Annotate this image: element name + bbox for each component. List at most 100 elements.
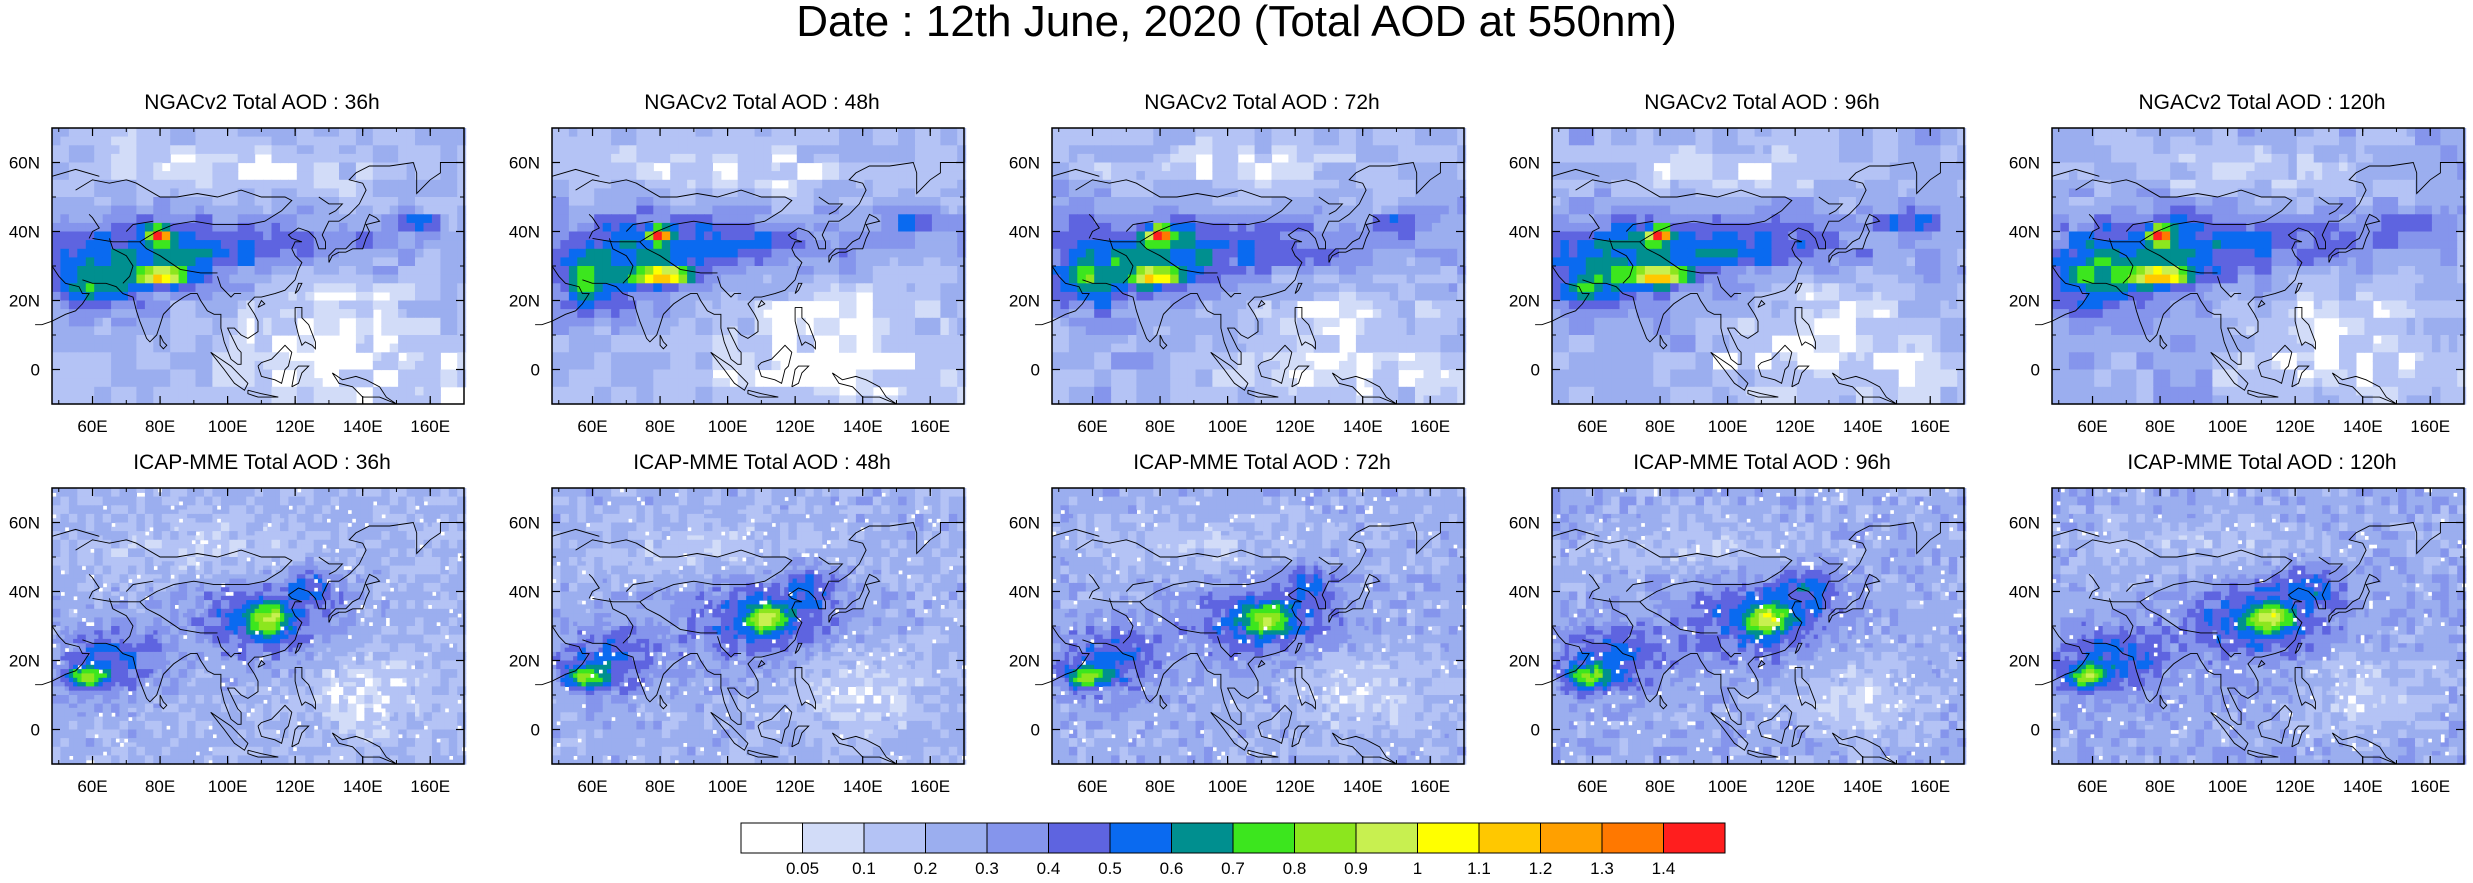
aod-field xyxy=(552,488,966,765)
lon-tick-label: 140E xyxy=(1843,777,1883,796)
lon-tick-label: 120E xyxy=(1275,777,1315,796)
lon-tick-label: 60E xyxy=(2077,777,2107,796)
lat-tick-label: 60N xyxy=(1009,154,1040,173)
lon-tick-label: 140E xyxy=(843,417,883,436)
lon-tick-label: 80E xyxy=(1145,777,1175,796)
aod-field xyxy=(2052,488,2466,765)
lon-tick-label: 140E xyxy=(1843,417,1883,436)
lat-tick-label: 0 xyxy=(531,721,540,740)
lat-tick-label: 40N xyxy=(9,223,40,242)
colorbar-swatch xyxy=(1418,823,1480,853)
lat-tick-label: 20N xyxy=(2009,652,2040,671)
colorbar-swatch xyxy=(1172,823,1234,853)
lon-tick-label: 140E xyxy=(343,777,383,796)
lon-tick-label: 80E xyxy=(145,417,175,436)
lon-tick-label: 160E xyxy=(410,417,450,436)
lon-tick-label: 140E xyxy=(343,417,383,436)
lon-tick-label: 120E xyxy=(2275,777,2315,796)
colorbar-label: 0.7 xyxy=(1221,859,1245,878)
lon-tick-label: 100E xyxy=(708,777,748,796)
lon-tick-label: 80E xyxy=(145,777,175,796)
lon-tick-label: 80E xyxy=(2145,777,2175,796)
lat-tick-label: 0 xyxy=(1531,361,1540,380)
lat-tick-label: 40N xyxy=(2009,583,2040,602)
lon-tick-label: 160E xyxy=(2410,777,2450,796)
lon-tick-label: 100E xyxy=(208,777,248,796)
lon-tick-label: 80E xyxy=(1145,417,1175,436)
aod-field xyxy=(52,128,466,405)
lon-tick-label: 140E xyxy=(1343,777,1383,796)
aod-field xyxy=(52,488,466,765)
lon-tick-label: 60E xyxy=(1577,417,1607,436)
colorbar-label: 1 xyxy=(1413,859,1422,878)
lon-tick-label: 140E xyxy=(843,777,883,796)
lat-tick-label: 20N xyxy=(509,652,540,671)
lat-tick-label: 40N xyxy=(509,583,540,602)
lon-tick-label: 100E xyxy=(708,417,748,436)
lon-tick-label: 100E xyxy=(1708,777,1748,796)
colorbar-label: 0.3 xyxy=(975,859,999,878)
colorbar-swatch xyxy=(864,823,926,853)
lon-tick-label: 120E xyxy=(2275,417,2315,436)
lat-tick-label: 60N xyxy=(1509,154,1540,173)
colorbar-swatch xyxy=(1110,823,1172,853)
lon-tick-label: 100E xyxy=(1208,777,1248,796)
lat-tick-label: 40N xyxy=(1009,223,1040,242)
lon-tick-label: 60E xyxy=(1577,777,1607,796)
lat-tick-label: 60N xyxy=(1009,514,1040,533)
aod-field xyxy=(1552,128,1966,405)
lat-tick-label: 40N xyxy=(509,223,540,242)
lat-tick-label: 60N xyxy=(509,514,540,533)
lon-tick-label: 60E xyxy=(77,417,107,436)
aod-field xyxy=(552,128,966,405)
colorbar-swatch xyxy=(926,823,988,853)
lon-tick-label: 140E xyxy=(2343,417,2383,436)
lon-tick-label: 80E xyxy=(2145,417,2175,436)
colorbar-swatch xyxy=(1664,823,1726,853)
lon-tick-label: 60E xyxy=(577,777,607,796)
lon-tick-label: 160E xyxy=(2410,417,2450,436)
lat-tick-label: 40N xyxy=(9,583,40,602)
colorbar-label: 0.5 xyxy=(1098,859,1122,878)
lat-tick-label: 60N xyxy=(9,514,40,533)
lat-tick-label: 40N xyxy=(1509,583,1540,602)
lon-tick-label: 100E xyxy=(1708,417,1748,436)
colorbar-swatch xyxy=(1541,823,1603,853)
lat-tick-label: 0 xyxy=(2031,361,2040,380)
lon-tick-label: 160E xyxy=(1910,417,1950,436)
lon-tick-label: 120E xyxy=(275,417,315,436)
lon-tick-label: 60E xyxy=(1077,777,1107,796)
lon-tick-label: 120E xyxy=(1275,417,1315,436)
colorbar-label: 1.3 xyxy=(1590,859,1614,878)
lat-tick-label: 20N xyxy=(9,652,40,671)
lat-tick-label: 0 xyxy=(1531,721,1540,740)
lat-tick-label: 0 xyxy=(31,361,40,380)
lon-tick-label: 120E xyxy=(775,777,815,796)
lon-tick-label: 160E xyxy=(1410,777,1450,796)
lon-tick-label: 60E xyxy=(77,777,107,796)
aod-field xyxy=(1052,488,1466,765)
lat-tick-label: 20N xyxy=(9,292,40,311)
lat-tick-label: 60N xyxy=(509,154,540,173)
aod-field xyxy=(2052,128,2466,405)
colorbar-swatch xyxy=(1356,823,1418,853)
lat-tick-label: 20N xyxy=(2009,292,2040,311)
lat-tick-label: 60N xyxy=(2009,514,2040,533)
lon-tick-label: 160E xyxy=(410,777,450,796)
lat-tick-label: 20N xyxy=(1009,652,1040,671)
colorbar-label: 0.2 xyxy=(914,859,938,878)
lat-tick-label: 60N xyxy=(1509,514,1540,533)
